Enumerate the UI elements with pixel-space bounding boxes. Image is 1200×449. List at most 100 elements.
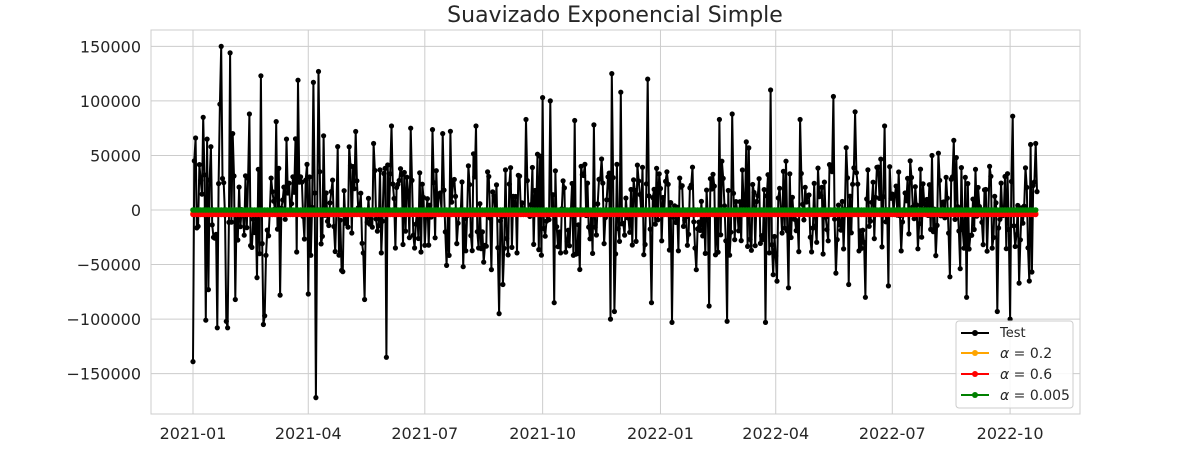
data-point-test	[798, 170, 804, 177]
data-point-test	[793, 228, 799, 234]
data-point-test	[755, 193, 761, 199]
data-point-test	[761, 187, 767, 193]
data-point-test	[1006, 226, 1012, 233]
data-point-test	[820, 251, 826, 257]
data-point-test	[1010, 113, 1016, 119]
data-point-test	[964, 294, 970, 300]
data-point-test	[406, 235, 412, 241]
data-point-test	[899, 219, 906, 225]
data-point-test	[397, 166, 404, 172]
data-point-test	[970, 196, 976, 202]
data-point-test	[429, 127, 436, 133]
data-point-test	[552, 168, 559, 174]
data-point-test	[753, 199, 760, 205]
data-point-test	[379, 218, 386, 224]
data-point-test	[268, 175, 274, 181]
x-axis-ticks: 2021-01 2021-04 2021-07 2021-10 2022-01 2022-…	[160, 424, 1044, 443]
data-point-test	[584, 180, 591, 186]
data-point-test	[286, 180, 292, 186]
data-point-test	[739, 167, 746, 173]
data-point-test	[1003, 246, 1009, 252]
data-point-test	[855, 181, 861, 187]
data-point-test	[424, 196, 430, 202]
data-point-test	[609, 71, 615, 77]
data-point-test	[321, 133, 327, 139]
data-point-test	[656, 171, 662, 177]
data-point-test	[961, 245, 967, 251]
data-point-test	[696, 219, 702, 225]
data-point-test	[591, 122, 597, 128]
data-point-test	[966, 246, 972, 252]
data-point-test	[213, 231, 219, 237]
data-point-test	[373, 216, 379, 222]
data-point-test	[410, 232, 416, 238]
data-point-test	[572, 117, 578, 124]
data-point-test	[312, 190, 318, 196]
data-point-test	[574, 250, 580, 257]
data-point-test	[474, 229, 480, 235]
data-point-test	[756, 176, 762, 182]
data-point-test	[415, 235, 421, 242]
data-point-test	[1033, 140, 1039, 147]
data-point-test	[547, 98, 553, 104]
data-point-test	[259, 241, 265, 247]
data-point-test	[668, 200, 674, 206]
legend-item-test: Test	[961, 326, 1026, 341]
data-point-test	[328, 189, 334, 195]
data-point-test	[688, 182, 694, 188]
data-point-test	[642, 241, 648, 248]
data-point-test	[354, 178, 360, 184]
data-point-test	[766, 250, 772, 256]
data-point-test	[230, 131, 236, 137]
data-point-test	[878, 156, 884, 162]
data-point-test	[1015, 202, 1021, 209]
data-point-test	[1008, 178, 1015, 185]
data-point-test	[850, 181, 856, 187]
data-point-test	[824, 227, 830, 233]
data-point-test	[271, 198, 277, 204]
data-point-test	[566, 243, 573, 249]
data-point-test	[459, 179, 465, 185]
data-point-test	[371, 140, 377, 147]
data-point-test	[634, 162, 641, 168]
data-point-test	[326, 222, 332, 229]
data-point-test	[811, 180, 817, 186]
x-tick-label: 2021-10	[509, 424, 576, 443]
data-point-test	[479, 229, 485, 235]
data-point-test	[536, 247, 542, 253]
data-point-test	[442, 229, 448, 235]
data-point-test	[841, 246, 847, 252]
data-point-test	[519, 200, 525, 206]
data-point-test	[660, 194, 666, 201]
data-point-test	[944, 195, 950, 201]
data-point-test	[335, 144, 341, 150]
data-point-test	[319, 233, 325, 239]
data-point-test	[483, 243, 489, 249]
data-point-test	[604, 197, 610, 203]
data-point-test	[318, 241, 324, 247]
data-point-test	[606, 170, 612, 176]
data-point-test	[620, 220, 626, 226]
data-point-test	[1025, 245, 1031, 251]
data-point-test	[349, 230, 355, 236]
data-point-test	[378, 250, 384, 256]
data-point-test	[775, 195, 781, 201]
data-point-test	[784, 228, 790, 234]
data-point-test	[362, 296, 368, 303]
data-point-test	[315, 68, 322, 75]
data-point-test	[866, 223, 872, 229]
data-point-test	[965, 181, 971, 187]
data-point-test	[972, 166, 979, 172]
data-point-test	[381, 170, 387, 177]
data-point-test	[292, 136, 299, 142]
data-point-test	[477, 201, 483, 207]
data-point-test	[917, 166, 924, 172]
data-point-test	[751, 189, 757, 196]
data-point-test	[541, 225, 547, 232]
data-point-test	[892, 192, 898, 198]
data-point-test	[592, 224, 598, 230]
data-point-test	[569, 180, 575, 187]
data-point-test	[648, 300, 655, 306]
data-point-test	[846, 281, 852, 288]
